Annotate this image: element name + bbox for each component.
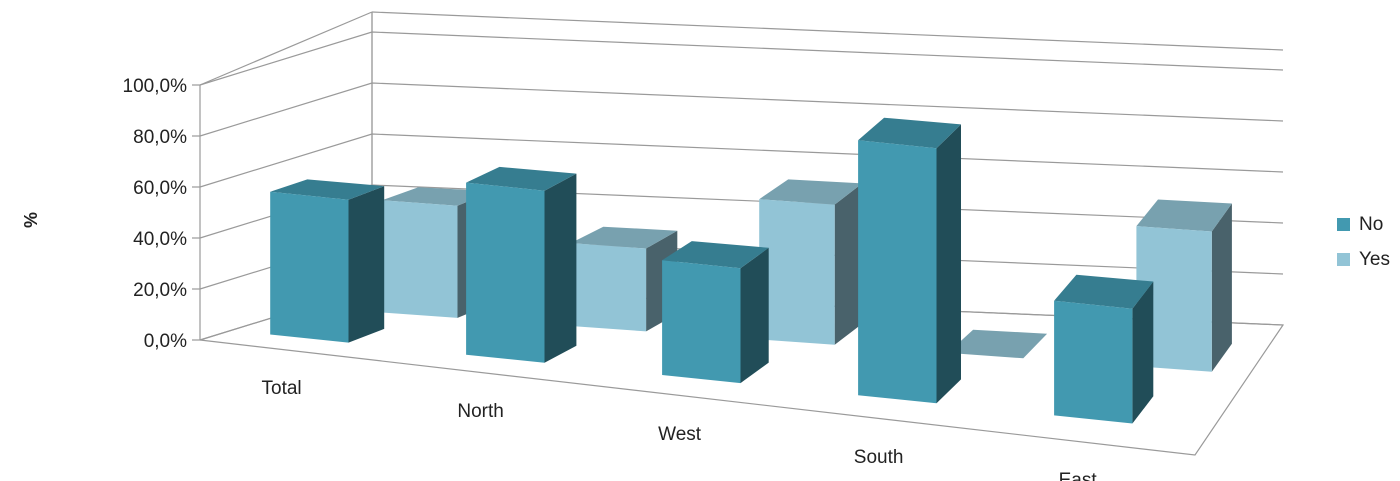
bar-side	[1132, 281, 1154, 424]
y-axis-ticks: 0,0% 20,0% 40,0% 60,0% 80,0% 100,0%	[123, 76, 188, 352]
bar-top	[662, 241, 769, 269]
x-axis-ticks: Total North West South East	[262, 378, 1098, 481]
bar-no-east[interactable]	[1054, 274, 1154, 424]
x-tick-label: North	[457, 401, 503, 422]
gridline	[199, 82, 1284, 137]
y-tick-label: 20,0%	[133, 280, 187, 301]
bar-top	[270, 179, 385, 200]
bar-no-south[interactable]	[858, 117, 961, 404]
gridline	[199, 133, 1284, 188]
legend-swatch-yes	[1337, 253, 1350, 266]
bar-front	[270, 191, 349, 343]
bar-side	[740, 247, 769, 384]
x-tick-label: Total	[262, 378, 302, 399]
legend-label-yes: Yes	[1359, 248, 1390, 270]
bar-top	[759, 179, 863, 205]
bar-top	[947, 329, 1048, 359]
bar-no-north[interactable]	[466, 166, 577, 363]
y-tick-label: 60,0%	[133, 178, 187, 199]
bar-front	[1136, 226, 1212, 372]
bar-top	[466, 166, 577, 191]
x-tick-label: West	[658, 424, 702, 445]
bar-front	[466, 182, 545, 363]
bar-side	[936, 124, 961, 404]
y-tick-label: 40,0%	[133, 229, 187, 250]
bar-yes-west[interactable]	[759, 179, 863, 345]
bar-no-west[interactable]	[662, 241, 769, 384]
bar-front	[1054, 300, 1133, 424]
legend-item-yes[interactable]: Yes	[1337, 248, 1390, 271]
bar-front	[570, 243, 647, 332]
bar-top	[570, 226, 678, 249]
y-axis-label: %	[21, 212, 41, 228]
bar-front	[382, 200, 458, 318]
legend: No Yes	[1337, 213, 1390, 283]
bar-top	[1054, 274, 1154, 309]
y-tick-label: 80,0%	[133, 127, 187, 148]
bar-side	[348, 186, 385, 343]
y-tick-label: 0,0%	[144, 331, 187, 352]
bar-top	[1136, 199, 1232, 232]
bar-yes-south[interactable]	[947, 329, 1048, 359]
y-tick-label: 100,0%	[123, 76, 188, 97]
bar-side	[834, 183, 863, 345]
bar-no-total[interactable]	[270, 179, 385, 343]
bar-front	[858, 140, 937, 404]
bar-side	[1211, 203, 1232, 372]
back-wall-top	[371, 11, 1284, 51]
legend-item-no[interactable]: No	[1337, 213, 1390, 236]
x-tick-label: South	[854, 447, 904, 468]
bar-top	[858, 117, 961, 149]
legend-label-no: No	[1359, 213, 1384, 235]
bar-side	[544, 173, 577, 363]
bar-front	[759, 199, 835, 345]
legend-swatch-no	[1337, 218, 1350, 231]
bar-front	[662, 260, 741, 384]
bars	[270, 117, 1232, 424]
bar-yes-north[interactable]	[570, 226, 678, 332]
x-tick-label: East	[1059, 470, 1098, 481]
gridline	[199, 31, 1284, 86]
bar-top	[382, 187, 493, 206]
side-wall-top	[199, 11, 373, 86]
bar-yes-east[interactable]	[1136, 199, 1232, 372]
